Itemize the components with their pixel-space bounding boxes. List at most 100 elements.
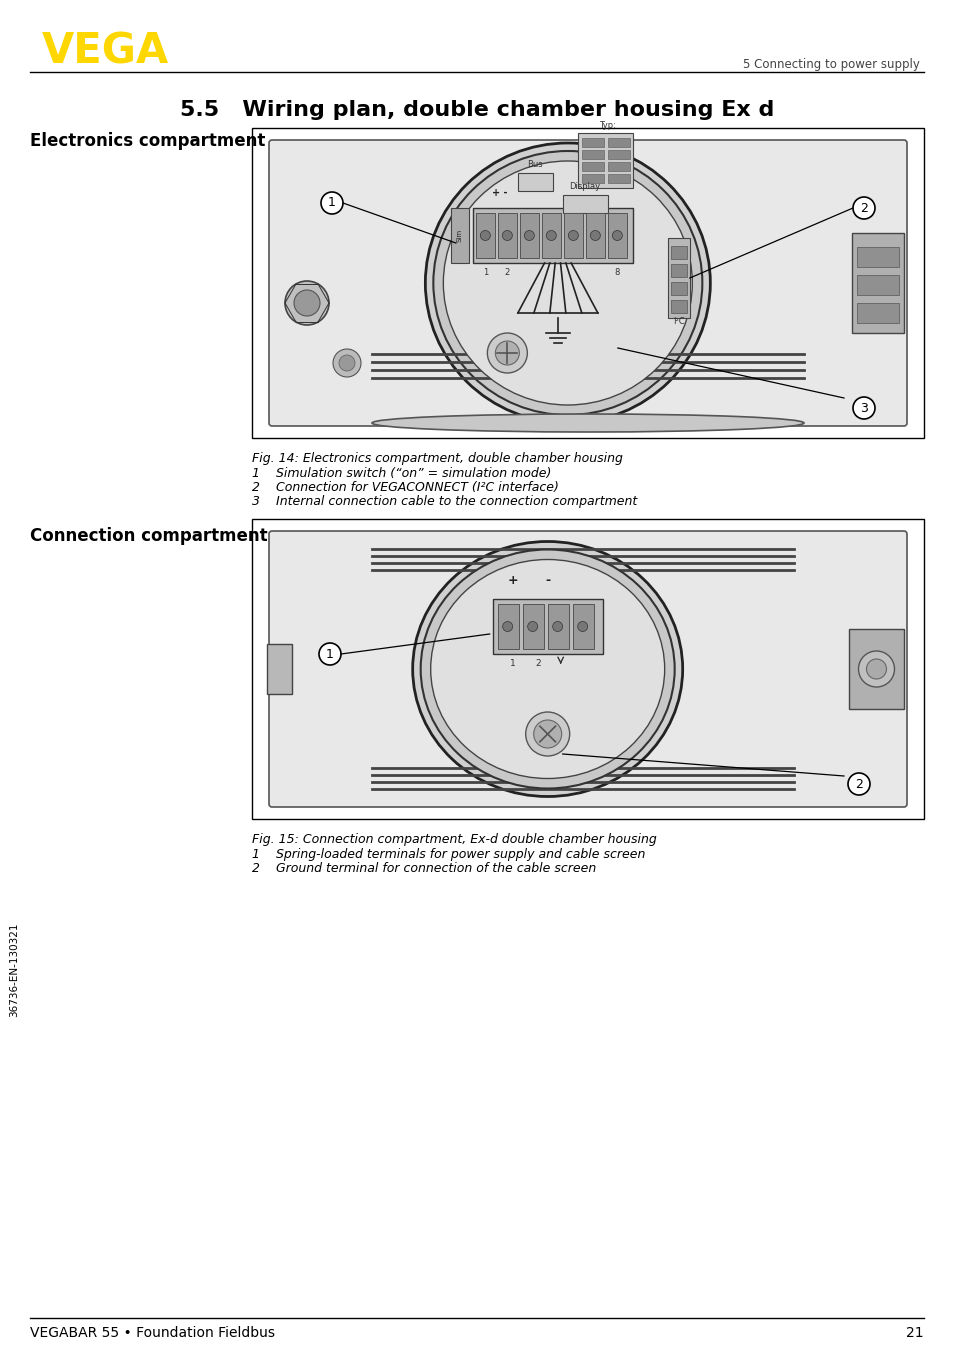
Circle shape	[858, 651, 894, 686]
Ellipse shape	[372, 414, 803, 432]
Circle shape	[552, 621, 562, 631]
Text: 2: 2	[535, 659, 540, 668]
Text: 2: 2	[854, 777, 862, 791]
Bar	[581, 150, 603, 158]
Bar	[497, 213, 517, 259]
Circle shape	[612, 230, 621, 241]
Text: 2: 2	[504, 268, 510, 278]
Bar	[667, 238, 689, 318]
Bar	[517, 173, 552, 191]
Ellipse shape	[430, 559, 664, 779]
Text: Display: Display	[569, 181, 599, 191]
Bar	[581, 138, 603, 148]
Text: 5 Connecting to power supply: 5 Connecting to power supply	[742, 58, 919, 70]
Circle shape	[852, 196, 874, 219]
Text: -: -	[544, 574, 550, 588]
Text: Fig. 15: Connection compartment, Ex-d double chamber housing: Fig. 15: Connection compartment, Ex-d do…	[252, 833, 656, 846]
Ellipse shape	[443, 161, 692, 405]
Circle shape	[524, 230, 534, 241]
Bar	[519, 213, 538, 259]
Text: 2    Connection for VEGACONNECT (I²C interface): 2 Connection for VEGACONNECT (I²C interf…	[252, 481, 558, 494]
Text: Fig. 14: Electronics compartment, double chamber housing: Fig. 14: Electronics compartment, double…	[252, 452, 622, 464]
Bar	[607, 213, 626, 259]
Circle shape	[333, 349, 360, 376]
Bar	[856, 246, 898, 267]
Text: Electronics compartment: Electronics compartment	[30, 131, 265, 150]
Circle shape	[568, 230, 578, 241]
Circle shape	[527, 621, 537, 631]
Bar	[848, 630, 903, 709]
Bar	[670, 301, 686, 313]
Circle shape	[480, 230, 490, 241]
Text: VEGA: VEGA	[42, 30, 169, 72]
Text: 8: 8	[614, 268, 619, 278]
Text: 5.5   Wiring plan, double chamber housing Ex d: 5.5 Wiring plan, double chamber housing …	[179, 100, 774, 121]
Circle shape	[495, 341, 518, 366]
Circle shape	[546, 230, 556, 241]
Circle shape	[852, 397, 874, 418]
Text: Sim: Sim	[456, 229, 462, 242]
Text: Bus: Bus	[526, 160, 542, 169]
Bar	[856, 303, 898, 324]
Text: 1: 1	[326, 647, 334, 661]
Bar	[473, 209, 632, 263]
Text: 1: 1	[509, 659, 515, 668]
Circle shape	[318, 643, 340, 665]
Bar	[670, 246, 686, 259]
Circle shape	[590, 230, 599, 241]
Text: 3    Internal connection cable to the connection compartment: 3 Internal connection cable to the conne…	[252, 496, 637, 508]
Circle shape	[578, 621, 587, 631]
Circle shape	[338, 355, 355, 371]
Bar	[497, 604, 518, 649]
Bar	[607, 175, 629, 183]
Text: 1: 1	[482, 268, 487, 278]
Bar	[547, 604, 568, 649]
Bar	[252, 129, 923, 437]
Bar	[476, 213, 495, 259]
Bar	[607, 138, 629, 148]
Text: Connection compartment: Connection compartment	[30, 527, 268, 546]
Text: 36736-EN-130321: 36736-EN-130321	[9, 922, 19, 1017]
Bar	[562, 195, 607, 213]
Circle shape	[533, 720, 561, 747]
Bar	[563, 213, 582, 259]
Circle shape	[487, 333, 527, 372]
Circle shape	[294, 290, 319, 315]
Circle shape	[320, 192, 343, 214]
Text: + -: + -	[492, 188, 507, 198]
Bar	[585, 213, 604, 259]
Bar	[856, 275, 898, 295]
Bar	[451, 209, 468, 263]
Bar	[581, 175, 603, 183]
Bar	[581, 162, 603, 171]
Bar	[492, 598, 602, 654]
Bar	[851, 233, 903, 333]
Text: VEGABAR 55 • Foundation Fieldbus: VEGABAR 55 • Foundation Fieldbus	[30, 1326, 274, 1340]
Bar	[522, 604, 543, 649]
Text: 1    Spring-loaded terminals for power supply and cable screen: 1 Spring-loaded terminals for power supp…	[252, 848, 644, 861]
Bar	[607, 162, 629, 171]
Text: +: +	[507, 574, 517, 588]
Bar	[670, 282, 686, 295]
Text: 21: 21	[905, 1326, 923, 1340]
Ellipse shape	[433, 152, 701, 414]
Bar	[670, 264, 686, 278]
Circle shape	[525, 712, 569, 756]
FancyBboxPatch shape	[269, 139, 906, 427]
Circle shape	[285, 282, 329, 325]
Bar	[578, 133, 632, 188]
Text: 1    Simulation switch (“on” = simulation mode): 1 Simulation switch (“on” = simulation m…	[252, 467, 551, 481]
Text: Typ:: Typ:	[598, 121, 616, 130]
FancyBboxPatch shape	[269, 531, 906, 807]
Text: 1: 1	[328, 196, 335, 210]
Text: 2    Ground terminal for connection of the cable screen: 2 Ground terminal for connection of the …	[252, 862, 596, 875]
Circle shape	[502, 621, 512, 631]
Bar	[267, 645, 292, 695]
Text: 3: 3	[860, 402, 867, 414]
Text: I²C: I²C	[672, 317, 684, 326]
Ellipse shape	[425, 144, 710, 422]
Bar	[252, 519, 923, 819]
Circle shape	[865, 659, 885, 678]
Ellipse shape	[413, 542, 682, 796]
Circle shape	[847, 773, 869, 795]
